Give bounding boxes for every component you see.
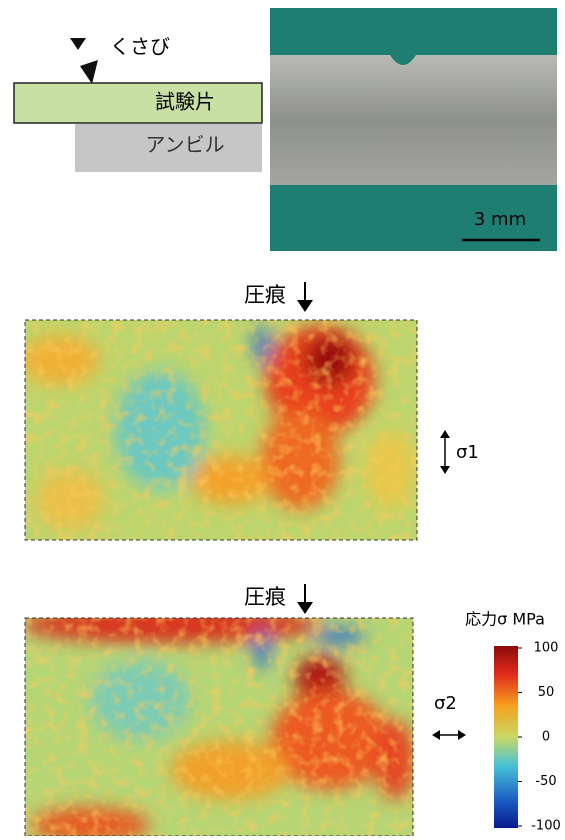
colorbar-tick-label: -100 — [531, 819, 561, 834]
colorbar-title: 応力σ MPa — [465, 610, 545, 629]
photo: 3 mm — [270, 8, 557, 251]
stress-map: 圧痕 σ2 — [20, 584, 466, 836]
specimen-label: 試験片 — [155, 90, 215, 114]
colorbar-tick-label: -50 — [535, 774, 556, 789]
wedge-label: くさび — [110, 35, 170, 59]
anvil-label: アンビル — [145, 133, 224, 157]
schematic: くさび 試験片 アンビル — [14, 35, 262, 173]
indent-label: 圧痕 — [244, 585, 286, 609]
indent-label: 圧痕 — [244, 283, 286, 307]
stress-map: 圧痕 σ1 — [20, 282, 479, 540]
stress-label: σ1 — [456, 442, 479, 463]
scale-bar-label: 3 mm — [474, 209, 526, 230]
colorbar: 応力σ MPa 100 50 0 -50 -100 — [465, 610, 561, 834]
stress-label: σ2 — [434, 693, 457, 714]
colorbar-tick-label: 0 — [542, 730, 550, 745]
colorbar-tick-label: 50 — [538, 685, 555, 700]
colorbar-tick-label: 100 — [534, 641, 559, 656]
figure: くさび 試験片 アンビル 3 mm 圧痕 σ1 圧痕 — [0, 0, 565, 836]
